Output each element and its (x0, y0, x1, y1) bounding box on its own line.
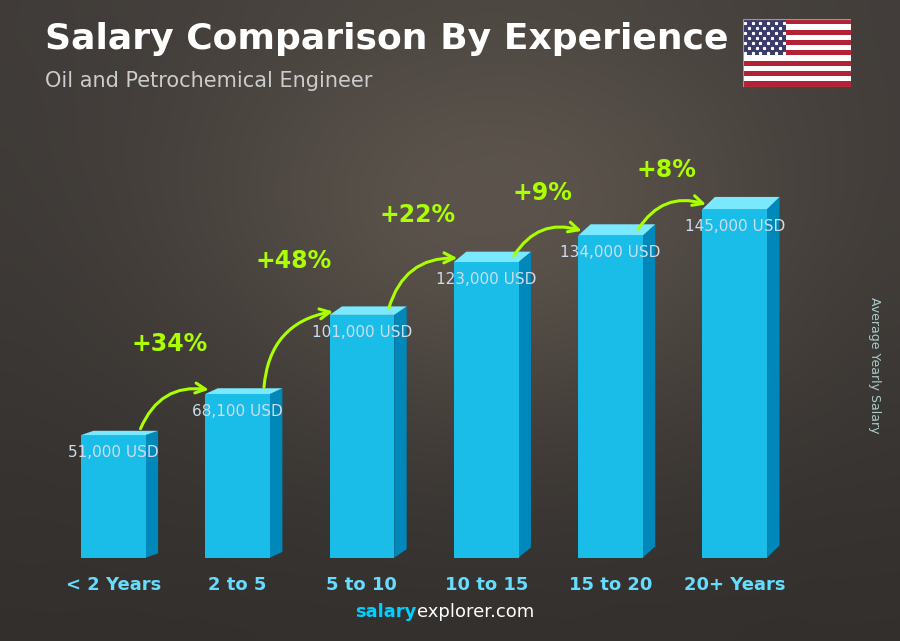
Text: +9%: +9% (512, 181, 572, 205)
Polygon shape (578, 224, 655, 235)
Polygon shape (329, 306, 407, 315)
Bar (742, 40, 850, 45)
Polygon shape (767, 197, 779, 558)
Polygon shape (394, 306, 407, 558)
Text: 145,000 USD: 145,000 USD (685, 219, 785, 234)
Text: explorer.com: explorer.com (417, 603, 534, 621)
Bar (742, 24, 850, 29)
Bar (742, 71, 850, 76)
Bar (205, 394, 270, 558)
Text: Salary Comparison By Experience: Salary Comparison By Experience (45, 22, 728, 56)
Text: 51,000 USD: 51,000 USD (68, 445, 158, 460)
Bar (742, 81, 850, 87)
Text: +22%: +22% (380, 203, 456, 228)
Text: Oil and Petrochemical Engineer: Oil and Petrochemical Engineer (45, 71, 373, 90)
Polygon shape (643, 224, 655, 558)
Text: 134,000 USD: 134,000 USD (561, 245, 661, 260)
Bar (703, 209, 767, 558)
Polygon shape (518, 252, 531, 558)
Bar (81, 435, 146, 558)
Bar (742, 76, 850, 81)
Text: 101,000 USD: 101,000 USD (311, 324, 412, 340)
Bar (742, 19, 786, 56)
Polygon shape (703, 197, 779, 209)
Bar (742, 56, 850, 61)
Text: 123,000 USD: 123,000 USD (436, 272, 536, 287)
Text: salary: salary (356, 603, 417, 621)
Bar (742, 29, 850, 35)
Bar (742, 35, 850, 40)
Bar (742, 61, 850, 66)
Bar (578, 235, 643, 558)
Polygon shape (146, 431, 158, 558)
Polygon shape (270, 388, 283, 558)
Text: Average Yearly Salary: Average Yearly Salary (868, 297, 881, 433)
Polygon shape (454, 252, 531, 262)
Text: +8%: +8% (636, 158, 697, 182)
Polygon shape (205, 388, 283, 394)
Text: +34%: +34% (131, 331, 207, 356)
Bar (742, 19, 850, 24)
Bar (329, 315, 394, 558)
Text: 68,100 USD: 68,100 USD (193, 404, 283, 419)
Bar (742, 45, 850, 50)
Bar (742, 66, 850, 71)
Bar (742, 50, 850, 56)
Polygon shape (81, 431, 158, 435)
Bar (454, 262, 518, 558)
Text: +48%: +48% (256, 249, 332, 272)
